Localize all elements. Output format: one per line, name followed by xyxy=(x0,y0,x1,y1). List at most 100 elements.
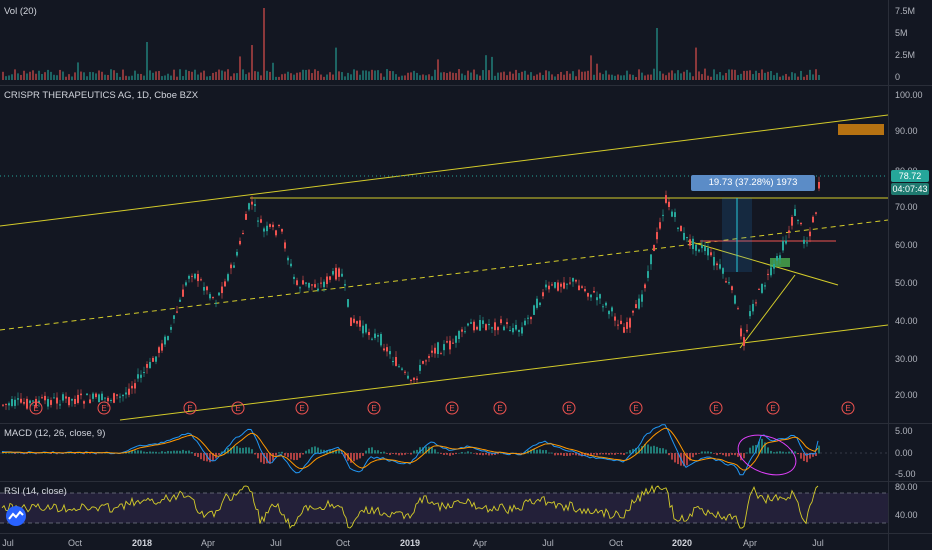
rsi-axis[interactable]: 80.00 40.00 xyxy=(888,482,932,533)
volume-bar xyxy=(335,47,337,80)
volume-bar xyxy=(470,72,472,80)
macd-line xyxy=(1,424,819,476)
candle-body xyxy=(743,337,745,346)
earnings-marker-icon xyxy=(367,401,381,415)
volume-bar xyxy=(761,69,763,80)
candle-body xyxy=(587,293,589,297)
y-tick: 100.00 xyxy=(895,90,923,100)
last-price-tag: 78.72 xyxy=(891,170,929,182)
candle-body xyxy=(602,306,604,308)
candle-body xyxy=(383,348,385,351)
volume-bar xyxy=(524,70,526,80)
candle-body xyxy=(593,290,595,293)
macd-histogram-bar xyxy=(335,450,337,454)
volume-bar xyxy=(35,73,37,80)
volume-bar xyxy=(86,76,88,80)
candle-body xyxy=(35,398,37,407)
macd-histogram-bar xyxy=(467,451,469,454)
macd-histogram-bar xyxy=(596,453,598,456)
macd-histogram-bar xyxy=(386,453,388,454)
candle-body xyxy=(818,181,820,189)
volume-bar xyxy=(695,47,697,80)
volume-bar xyxy=(56,75,58,80)
measure-tool-label[interactable]: 19.73 (37.28%) 1973 xyxy=(691,175,815,191)
macd-histogram-bar xyxy=(158,452,160,454)
volume-bar xyxy=(164,75,166,80)
volume-bar xyxy=(185,69,187,80)
macd-signal-line xyxy=(1,427,819,471)
y-tick: 40.00 xyxy=(895,510,918,520)
volume-bar xyxy=(626,70,628,80)
macd-histogram-bar xyxy=(569,453,571,456)
volume-bar xyxy=(74,72,76,80)
candle-body xyxy=(569,282,571,284)
x-tick: 2018 xyxy=(131,538,153,548)
candle-body xyxy=(416,378,418,380)
candle-body xyxy=(11,399,13,406)
macd-histogram-bar xyxy=(662,448,664,454)
macd-histogram-bar xyxy=(38,453,40,454)
candle-body xyxy=(305,282,307,284)
volume-bar xyxy=(542,75,544,80)
candle-body xyxy=(692,238,694,250)
volume-bar xyxy=(503,71,505,80)
volume-bar xyxy=(599,72,601,80)
volume-axis[interactable]: 7.5M 5M 2.5M 0 xyxy=(888,0,932,85)
price-axis[interactable]: 100.00 90.00 80.00 70.00 60.00 50.00 40.… xyxy=(888,86,932,423)
candle-body xyxy=(74,399,76,405)
candle-body xyxy=(656,232,658,240)
volume-bar xyxy=(536,74,538,80)
volume-bar xyxy=(2,71,4,80)
candle-body xyxy=(623,327,625,333)
earnings-marker-label: E xyxy=(187,404,192,413)
target-box xyxy=(838,124,884,135)
candle-body xyxy=(230,264,232,269)
candle-body xyxy=(224,281,226,287)
wedge-upper-line xyxy=(687,240,839,286)
macd-histogram-bar xyxy=(77,452,79,454)
channel-upper-line xyxy=(0,114,888,227)
candle-body xyxy=(356,321,358,324)
candle-body xyxy=(251,201,253,205)
candle-body xyxy=(368,332,370,336)
y-tick: 30.00 xyxy=(895,354,918,364)
candle-body xyxy=(200,279,202,281)
candle-body xyxy=(353,318,355,323)
macd-histogram-bar xyxy=(683,453,685,467)
candle-body xyxy=(605,302,607,306)
volume-bar xyxy=(725,72,727,80)
volume-bar xyxy=(449,71,451,80)
rsi-pane[interactable] xyxy=(0,482,888,532)
volume-bar xyxy=(437,59,439,80)
earnings-marker-icon xyxy=(231,401,245,415)
macd-histogram-bar xyxy=(542,450,544,454)
macd-histogram-bar xyxy=(644,443,646,454)
candle-body xyxy=(170,327,172,330)
candle-body xyxy=(203,287,205,291)
macd-axis[interactable]: 5.00 0.00 -5.00 xyxy=(888,424,932,481)
macd-histogram-bar xyxy=(617,453,619,454)
tradingview-icon[interactable] xyxy=(6,506,26,526)
candle-body xyxy=(581,286,583,288)
candle-body xyxy=(401,368,403,370)
volume-bar xyxy=(116,72,118,80)
macd-histogram-bar xyxy=(392,453,394,454)
volume-bar xyxy=(521,71,523,80)
macd-histogram-bar xyxy=(227,448,229,454)
macd-histogram-bar xyxy=(419,447,421,454)
channel-mid-line xyxy=(0,219,888,331)
candle-body xyxy=(509,330,511,332)
macd-histogram-bar xyxy=(404,453,406,455)
candle-body xyxy=(668,201,670,207)
macd-histogram-bar xyxy=(656,446,658,454)
candle-body xyxy=(431,350,433,353)
volume-bar xyxy=(263,8,265,80)
macd-histogram-bar xyxy=(155,451,157,454)
candle-body xyxy=(683,232,685,240)
candle-body xyxy=(308,282,310,288)
volume-bar xyxy=(191,71,193,80)
volume-bar xyxy=(617,74,619,80)
candle-body xyxy=(518,329,520,332)
candle-body xyxy=(134,383,136,389)
